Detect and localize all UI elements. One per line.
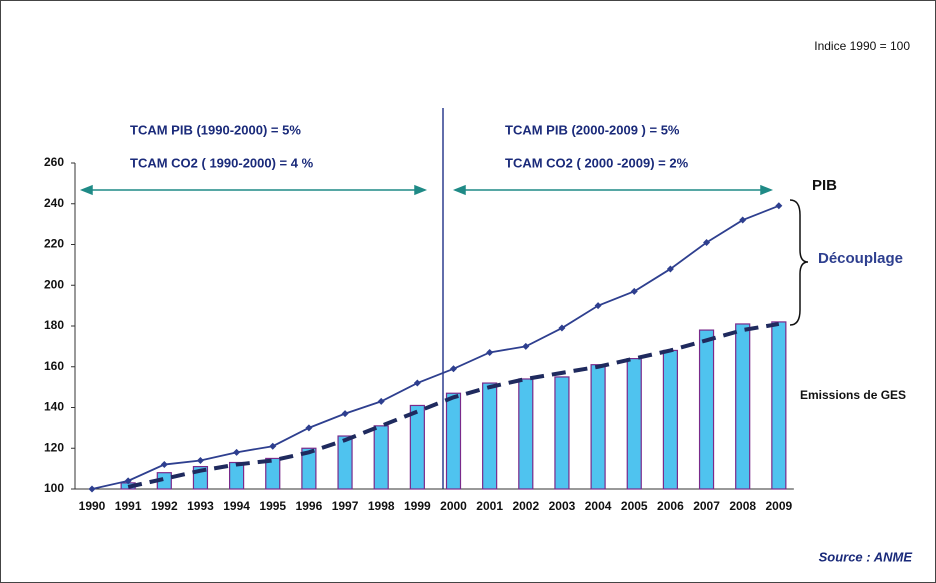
x-tick-label: 1998	[368, 499, 395, 513]
point	[739, 216, 747, 224]
x-tick-label: 1999	[404, 499, 431, 513]
x-tick-label: 2006	[657, 499, 684, 513]
bar	[229, 461, 245, 490]
annotation: TCAM CO2 ( 2000 -2009) = 2%	[505, 155, 689, 170]
annotation: TCAM PIB (2000-2009 ) = 5%	[505, 122, 680, 137]
annotation: Découplage	[818, 250, 903, 267]
point	[124, 477, 132, 485]
x-tick-label: 1993	[187, 499, 214, 513]
y-tick-label: 260	[44, 155, 64, 169]
annotation: TCAM CO2 ( 1990-2000) = 4 %	[130, 155, 314, 170]
bar	[698, 329, 715, 490]
point	[522, 342, 530, 350]
trend-line	[127, 321, 780, 489]
point	[88, 485, 96, 493]
point	[630, 287, 638, 295]
point	[341, 410, 349, 418]
x-tick-label: 1996	[296, 499, 323, 513]
point	[558, 324, 566, 332]
bar	[482, 382, 498, 490]
y-tick-label: 100	[44, 481, 64, 495]
point	[450, 365, 457, 373]
x-tick-label: 1995	[259, 499, 286, 513]
bar	[445, 392, 462, 490]
bar	[662, 349, 679, 490]
bar	[735, 323, 751, 490]
x-tick-label: 2009	[765, 499, 792, 513]
period-arrows	[79, 184, 774, 196]
bar	[409, 404, 425, 490]
point	[233, 448, 241, 456]
point	[413, 379, 421, 387]
point	[160, 461, 168, 469]
line	[91, 204, 780, 490]
source: Source : ANME	[819, 549, 913, 564]
x-tick-label: 1990	[79, 499, 106, 513]
legend-label: PIB	[812, 177, 837, 194]
x-tick-label: 1994	[223, 499, 250, 513]
brace	[789, 199, 809, 326]
x-tick-label: 2004	[585, 499, 612, 513]
legend-label: Emissions de GES	[800, 388, 906, 402]
y-tick-label: 180	[44, 318, 64, 332]
point	[269, 442, 277, 450]
y-tick-label: 200	[44, 277, 64, 291]
x-tick-label: 2001	[476, 499, 503, 513]
x-tick-label: 1992	[151, 499, 178, 513]
point	[305, 424, 313, 432]
subtitle: Indice 1990 = 100	[814, 39, 910, 53]
bar	[301, 447, 317, 490]
bar	[771, 321, 787, 490]
point	[666, 265, 674, 273]
y-tick-label: 120	[44, 440, 64, 454]
annotation: TCAM PIB (1990-2000) = 5%	[130, 122, 301, 137]
point	[775, 202, 783, 210]
bar	[265, 457, 281, 490]
y-tick-label: 220	[44, 237, 64, 251]
x-tick-label: 1991	[115, 499, 142, 513]
x-tick-label: 2002	[512, 499, 539, 513]
point	[196, 456, 204, 464]
x-tick-label: 2008	[729, 499, 756, 513]
x-tick-label: 1997	[332, 499, 359, 513]
point	[486, 348, 494, 356]
y-tick-label: 240	[44, 196, 64, 210]
x-tick-label: 2005	[621, 499, 648, 513]
point	[377, 397, 385, 405]
x-tick-label: 2003	[549, 499, 576, 513]
bar	[518, 378, 534, 490]
bar	[337, 435, 353, 490]
bar	[626, 358, 642, 490]
point	[703, 238, 711, 246]
bar	[590, 364, 606, 490]
point	[594, 302, 602, 310]
x-tick-label: 2000	[440, 499, 467, 513]
bar	[373, 425, 389, 490]
x-tick-label: 2007	[693, 499, 720, 513]
y-tick-label: 160	[44, 359, 64, 373]
y-tick-label: 140	[44, 400, 64, 414]
bar	[554, 376, 570, 490]
